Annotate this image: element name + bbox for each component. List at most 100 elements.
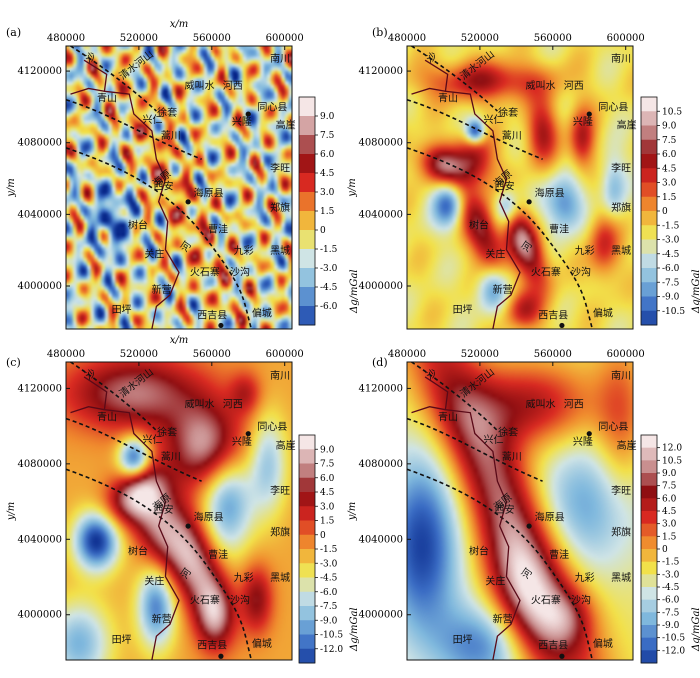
panel-c: 沙清水河山海原河南川青山威叫水 河西同心县徐套兴仁 兴隆 高崖蒿川李旺西安海原县郑旗树… [6,335,360,664]
place-label: 田坪 [453,633,473,646]
fault-line [406,468,594,661]
place-label: 威叫水 [184,397,214,410]
place-label: 徐套 [157,106,177,119]
place-label: 李旺 [611,161,631,174]
colorbar-tick-label: -4.5 [662,583,680,593]
county-seat-marker [185,199,191,205]
colorbar-tick-label: -3.0 [662,236,680,246]
y-tick-label: 4120000 [17,66,62,77]
x-tick-label: 520000 [461,349,499,360]
colorbar-step [299,534,315,550]
colorbar-tick-label: 1.5 [320,207,335,217]
panel-label: (c) [6,356,21,369]
colorbar-tick-label: 6.0 [662,150,677,160]
place-label: 兴隆 [573,435,593,448]
plot-frame [406,45,634,330]
anomaly-field [66,46,292,329]
colorbar-unit: Δg/mGal [691,269,700,314]
colorbar-tick-label: 4.5 [320,488,335,498]
colorbar-tick-label: -7.5 [662,608,680,618]
place-label: 李旺 [611,484,631,497]
colorbar-tick-label: 9.0 [662,122,677,132]
place-label: 南川 [611,369,631,382]
x-tick-label: 600000 [266,33,304,44]
panel-label: (b) [372,26,388,39]
place-label: 高崖 [276,118,296,131]
colorbar-tick-label: 1.5 [320,517,335,527]
place-label: 青山 [97,92,117,105]
place-label: 南川 [270,369,290,382]
place-label: 兴仁 [484,434,504,446]
x-tick-label: 560000 [534,349,572,360]
province-border [70,406,105,414]
colorbar-tick-label: 4.5 [320,169,335,179]
place-label: 曹洼 [208,222,228,235]
panel-a: 沙清水河山海原河南川青山威叫水 河西同心县徐套兴仁 兴隆 高崖蒿川李旺西安海原县郑旗树… [6,19,360,330]
plot-frame [406,361,634,661]
anomaly-field [407,46,633,329]
colorbar-step [641,168,657,183]
colorbar-tick-label: -7.5 [662,278,680,288]
place-label: 偏城 [593,306,613,319]
place-label: 西安 [494,503,514,516]
y-tick-label: 4080000 [17,138,62,149]
colorbar-step [299,135,315,155]
colorbar-tick-label: 9.0 [662,469,677,479]
panel-label: (a) [6,26,21,39]
fault-line [406,147,594,330]
colorbar-tick-label: 10.5 [662,107,682,117]
place-label: 沙沟 [230,265,250,278]
colorbar-tick-label: -3.0 [320,264,338,274]
fault-line [411,45,498,112]
colorbar-tick-label: -4.5 [320,283,338,293]
place-label: 高崖 [617,439,637,452]
colorbar-tick-label: -12.0 [662,646,685,656]
colorbar-step [299,268,315,288]
panel-b: 沙清水河山海原河南川青山威叫水 河西同心县徐套兴仁 兴隆 高崖蒿川李旺西安海原县郑旗树… [347,26,700,330]
colorbar-step [641,196,657,212]
province-border [424,376,521,661]
place-label: 青山 [97,410,117,423]
colorbar-step [641,225,657,240]
colorbar-step [299,634,315,650]
colorbar-step [299,449,315,464]
colorbar-step [299,506,315,521]
colorbar-step [299,549,315,564]
place-label: 沙沟 [230,593,250,606]
place-label: 关庄 [144,575,164,588]
colorbar-tick-label: -3.0 [320,559,338,569]
colorbar-tick-label: 9.0 [320,445,335,455]
place-label: 高崖 [276,439,296,452]
place-label: 西安 [153,503,173,516]
colorbar-step [641,574,657,588]
colorbar-step [641,625,657,639]
colorbar-tick-label: -6.0 [320,302,338,312]
place-label: 郑旗 [270,201,290,214]
place-label: 蒿川 [502,130,522,142]
place-label: 兴隆 [232,435,252,448]
place-label: 兴隆 [232,115,252,128]
place-label: 新营 [493,612,513,625]
county-seat-marker [586,431,592,437]
y-axis-label: y/m [347,178,358,198]
colorbar-step [299,477,315,493]
colorbar-tick-label: 3.0 [662,179,677,189]
place-label: 郑旗 [270,526,290,539]
colorbar-tick-label: 7.5 [320,131,335,141]
province-border [411,87,446,95]
colorbar-tick-label: 3.0 [320,188,335,198]
colorbar-tick-label: 1.5 [662,193,677,203]
colorbar-step [641,154,657,169]
place-label: 兴仁 [143,114,163,126]
x-axis-label: x/m [170,335,189,346]
fault-line [65,417,202,482]
colorbar-tick-label: 3.0 [320,502,335,512]
colorbar-tick-label: 7.5 [662,136,677,146]
place-label: 同心县 [257,421,287,433]
colorbar-tick-label: -4.5 [662,250,680,260]
province-border [424,59,521,330]
colorbar-step [299,591,315,607]
place-label: 偏城 [593,637,613,650]
colorbar-step [641,612,657,626]
colorbar-step [299,463,315,479]
